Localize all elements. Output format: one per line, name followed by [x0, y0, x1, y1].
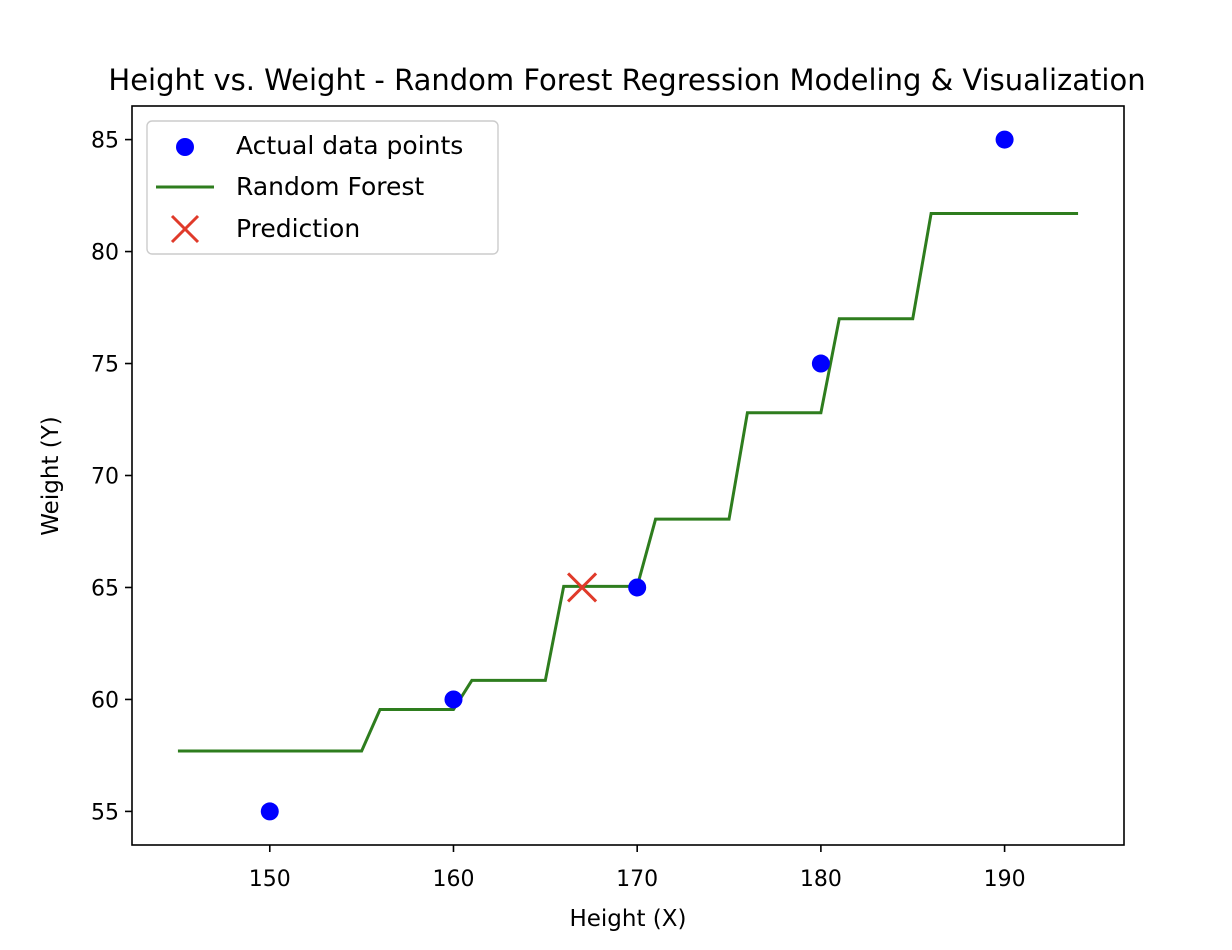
legend-label-prediction: Prediction [236, 214, 360, 243]
actual-data-point [811, 354, 830, 373]
legend-label-actual-data-points: Actual data points [236, 131, 463, 160]
actual-data-point [260, 802, 279, 821]
y-tick-label: 80 [91, 241, 119, 266]
x-axis-label: Height (X) [569, 906, 686, 932]
legend-box [146, 120, 499, 255]
x-tick-label: 170 [616, 867, 658, 892]
y-tick-label: 75 [91, 353, 119, 378]
x-tick-label: 150 [249, 867, 291, 892]
y-tick-label: 60 [91, 688, 119, 713]
actual-data-point [628, 578, 647, 597]
legend-marker-actual-data-points [176, 138, 194, 156]
random-forest-line [177, 211, 1079, 753]
legend: Actual data points Random Forest Predict… [146, 120, 499, 255]
prediction-marker [567, 572, 598, 603]
plot-content [177, 130, 1079, 821]
x-tick-label: 160 [432, 867, 474, 892]
y-axis-label: Weight (Y) [38, 416, 64, 535]
x-tick-label: 190 [984, 867, 1026, 892]
y-tick-label: 65 [91, 576, 119, 601]
actual-data-point [444, 690, 463, 709]
y-tick-label: 70 [91, 465, 119, 490]
y-axis: 55 60 65 70 75 80 85 [91, 129, 132, 825]
y-tick-label: 55 [91, 800, 119, 825]
actual-data-point [995, 130, 1014, 149]
legend-label-random-forest: Random Forest [236, 172, 424, 201]
y-tick-label: 85 [91, 129, 119, 154]
chart-title: Height vs. Weight - Random Forest Regres… [108, 63, 1145, 97]
x-tick-label: 180 [800, 867, 842, 892]
legend-marker-prediction [170, 214, 200, 244]
x-axis: 150 160 170 180 190 [249, 845, 1026, 892]
